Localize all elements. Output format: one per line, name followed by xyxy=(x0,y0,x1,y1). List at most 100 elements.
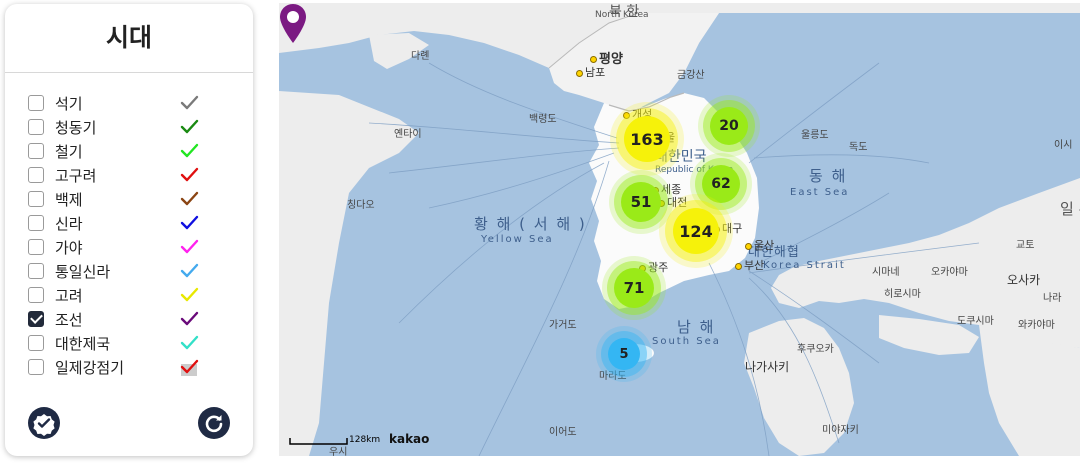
wakayama-label: 와카야마 xyxy=(1018,320,1055,331)
geumgang-label: 금강산 xyxy=(677,70,705,81)
era-checkbox[interactable] xyxy=(28,335,44,351)
liaodong xyxy=(369,33,429,69)
cluster-163[interactable]: 163 xyxy=(624,116,670,162)
yantai-label: 옌타이 xyxy=(394,129,422,140)
japan-label: 일 본 xyxy=(1060,200,1080,218)
reset-button[interactable] xyxy=(198,407,230,439)
location-marker-icon[interactable] xyxy=(279,3,307,45)
gwangju-text: 광주 xyxy=(648,261,669,274)
era-item[interactable]: 백제 xyxy=(28,188,238,212)
pyongyang-label: 평양 xyxy=(590,48,623,67)
era-item[interactable]: 고구려 xyxy=(28,164,238,188)
era-label: 대한제국 xyxy=(55,335,111,353)
fukuoka-label: 후쿠오카 xyxy=(797,344,834,355)
era-checkbox[interactable] xyxy=(28,287,44,303)
tokushima-label: 도쿠시마 xyxy=(957,316,994,327)
era-label: 철기 xyxy=(55,143,83,161)
era-color-check-icon xyxy=(180,239,199,254)
cluster-71[interactable]: 71 xyxy=(614,268,654,308)
era-label: 가야 xyxy=(55,239,83,257)
era-checkbox[interactable] xyxy=(28,263,44,279)
busan-text: 부산 xyxy=(744,259,765,272)
okayama-label: 오카야마 xyxy=(931,267,968,278)
select-all-button[interactable] xyxy=(28,407,60,439)
era-color-check-icon xyxy=(180,311,199,326)
cluster-62[interactable]: 62 xyxy=(702,165,740,203)
seoul-label: 울 xyxy=(665,131,676,144)
era-item[interactable]: 대한제국 xyxy=(28,332,238,356)
era-checkbox[interactable] xyxy=(28,119,44,135)
era-color-check-icon xyxy=(180,287,199,302)
panel-title: 시대 xyxy=(105,23,152,52)
nara-label: 나라 xyxy=(1043,293,1062,304)
cluster-124[interactable]: 124 xyxy=(673,208,719,254)
era-checkbox[interactable] xyxy=(28,191,44,207)
era-color-check-icon xyxy=(180,359,199,376)
era-label: 백제 xyxy=(55,191,83,209)
era-item[interactable]: 신라 xyxy=(28,212,238,236)
cluster-51[interactable]: 51 xyxy=(621,182,661,222)
qingdao-label: 칭다오 xyxy=(347,200,375,211)
era-checkbox[interactable] xyxy=(28,215,44,231)
scale-text: 128km xyxy=(349,435,381,445)
era-checkbox[interactable] xyxy=(28,359,44,375)
era-item[interactable]: 청동기 xyxy=(28,116,238,140)
nk-china-border xyxy=(548,12,640,69)
dalian-label: 다롄 xyxy=(411,51,430,62)
scale-bar xyxy=(289,438,348,445)
era-color-check-icon xyxy=(180,167,199,182)
era-checkbox[interactable] xyxy=(28,143,44,159)
era-label: 통일신라 xyxy=(55,263,111,281)
era-label: 청동기 xyxy=(55,119,97,137)
honshu-east xyxy=(979,325,1080,456)
cluster-5[interactable]: 5 xyxy=(608,338,640,370)
era-item[interactable]: 통일신라 xyxy=(28,260,238,284)
hiroshima-label: 히로시마 xyxy=(884,289,921,300)
nampo-label: 남포 xyxy=(576,64,605,80)
era-checkbox[interactable] xyxy=(28,167,44,183)
era-color-check-icon xyxy=(180,119,199,134)
kakao-logo: kakao xyxy=(389,432,430,446)
ulsan-text: 울산 xyxy=(754,239,775,252)
yellow-sea-label: 황 해 ( 서 해 ) xyxy=(474,215,587,233)
era-label: 고구려 xyxy=(55,167,97,185)
map-view[interactable]: 북 한 North Korea 다롄 옌타이 칭다오 백령도 금강산 울릉도 독… xyxy=(279,3,1080,456)
era-checkbox[interactable] xyxy=(28,239,44,255)
era-item[interactable]: 조선 xyxy=(28,308,238,332)
era-color-check-icon xyxy=(180,95,199,110)
era-item[interactable]: 석기 xyxy=(28,92,238,116)
era-item[interactable]: 가야 xyxy=(28,236,238,260)
susu-label: 우시 xyxy=(329,447,348,456)
sea-routes xyxy=(368,62,980,456)
miyazaki-label: 미야자키 xyxy=(822,425,859,436)
osaka-label: 오사카 xyxy=(1007,273,1041,287)
panel-divider xyxy=(5,72,253,73)
south-sea-en-label: South Sea xyxy=(652,336,721,347)
gageodo-label: 가거도 xyxy=(549,320,577,331)
era-item[interactable]: 철기 xyxy=(28,140,238,164)
kyushu xyxy=(744,318,854,456)
nagasaki-label: 나가사키 xyxy=(745,360,790,374)
era-label: 고려 xyxy=(55,287,83,305)
korea-strait-label: 대한해협 xyxy=(748,245,800,260)
city-dot-icon xyxy=(745,242,752,250)
cluster-20[interactable]: 20 xyxy=(710,107,748,145)
east-sea-en-label: East Sea xyxy=(790,187,850,198)
era-item[interactable]: 일제강점기 xyxy=(28,356,238,380)
marado-label: 마라도 xyxy=(599,371,627,382)
china-east-coast xyxy=(279,91,419,456)
vladivostok-label: 이시 xyxy=(1054,140,1073,151)
ulsan-label: 울산 xyxy=(745,237,774,253)
nampo-text: 남포 xyxy=(585,66,606,79)
east-sea-label: 동 해 xyxy=(809,167,848,185)
era-label: 석기 xyxy=(55,95,83,113)
refresh-icon xyxy=(205,415,223,433)
era-item[interactable]: 고려 xyxy=(28,284,238,308)
era-checkbox[interactable] xyxy=(28,311,44,327)
daejeon-label: 대전 xyxy=(658,194,687,210)
pyongyang-text: 평양 xyxy=(599,52,623,67)
city-dot-icon xyxy=(576,69,583,77)
era-checkbox[interactable] xyxy=(28,95,44,111)
